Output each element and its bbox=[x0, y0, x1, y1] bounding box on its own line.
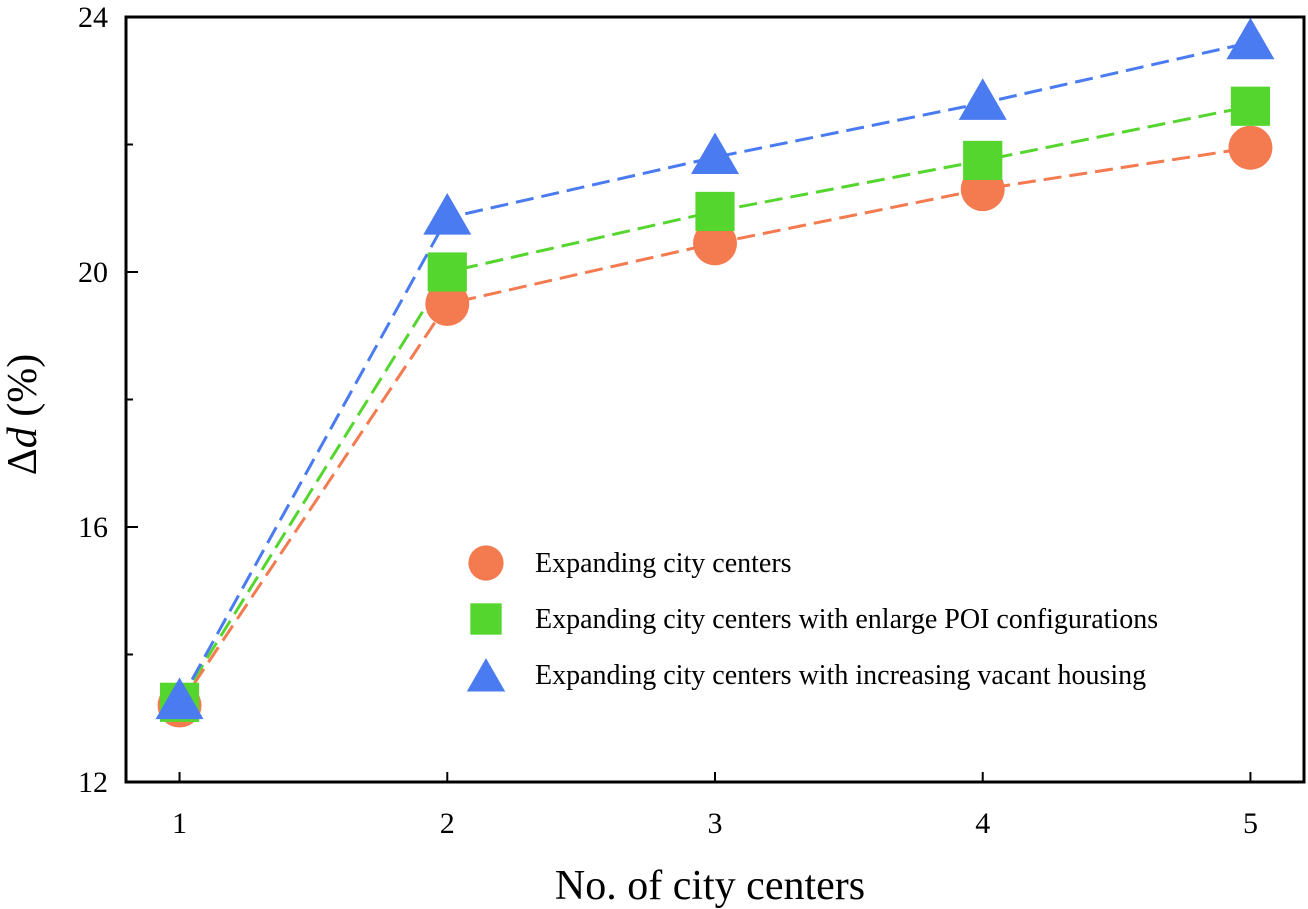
legend-marker-2 bbox=[470, 603, 502, 635]
y-axis-title-unit: (%) bbox=[0, 354, 46, 427]
data-point-series-2 bbox=[1230, 86, 1271, 126]
data-point-series-3 bbox=[155, 677, 204, 720]
data-point-series-3 bbox=[691, 132, 739, 175]
x-tick-label: 5 bbox=[1243, 807, 1258, 840]
x-tick-label: 4 bbox=[975, 807, 990, 840]
x-tick-label: 2 bbox=[440, 807, 455, 840]
y-axis-title: Δd (%) bbox=[0, 354, 46, 475]
data-point-series-2 bbox=[427, 252, 467, 292]
legend-label-1: Expanding city centers bbox=[535, 548, 792, 579]
x-tick-label: 1 bbox=[172, 807, 187, 840]
y-axis-title-symbol: Δ bbox=[0, 448, 46, 475]
x-axis-ticks: 1 2 3 4 5 bbox=[172, 772, 1258, 840]
y-tick-label: 12 bbox=[78, 766, 108, 799]
data-point-series-1 bbox=[425, 281, 470, 326]
y-tick-label: 24 bbox=[78, 1, 108, 34]
x-tick-label: 3 bbox=[708, 807, 723, 840]
legend: Expanding city centers Expanding city cen… bbox=[466, 545, 1158, 692]
data-point-series-3 bbox=[1226, 17, 1275, 60]
x-axis-title: No. of city centers bbox=[555, 863, 865, 909]
series-markers bbox=[155, 17, 1275, 728]
legend-marker-1 bbox=[468, 545, 504, 581]
y-axis-ticks: 12 16 20 24 bbox=[78, 1, 138, 799]
legend-marker-3 bbox=[466, 658, 506, 692]
legend-label-2: Expanding city centers with enlarge POI … bbox=[535, 604, 1158, 635]
data-point-series-1 bbox=[1228, 125, 1273, 170]
data-point-series-2 bbox=[963, 140, 1003, 181]
y-tick-label: 16 bbox=[78, 511, 108, 544]
data-point-series-2 bbox=[695, 191, 735, 232]
series-line-3 bbox=[178, 41, 1251, 704]
y-tick-label: 20 bbox=[78, 256, 108, 289]
data-point-series-3 bbox=[958, 78, 1007, 120]
legend-label-3: Expanding city centers with increasing v… bbox=[535, 660, 1146, 691]
data-point-series-3 bbox=[423, 193, 472, 235]
data-point-series-1 bbox=[693, 221, 737, 266]
y-axis-title-variable: d bbox=[0, 426, 46, 448]
